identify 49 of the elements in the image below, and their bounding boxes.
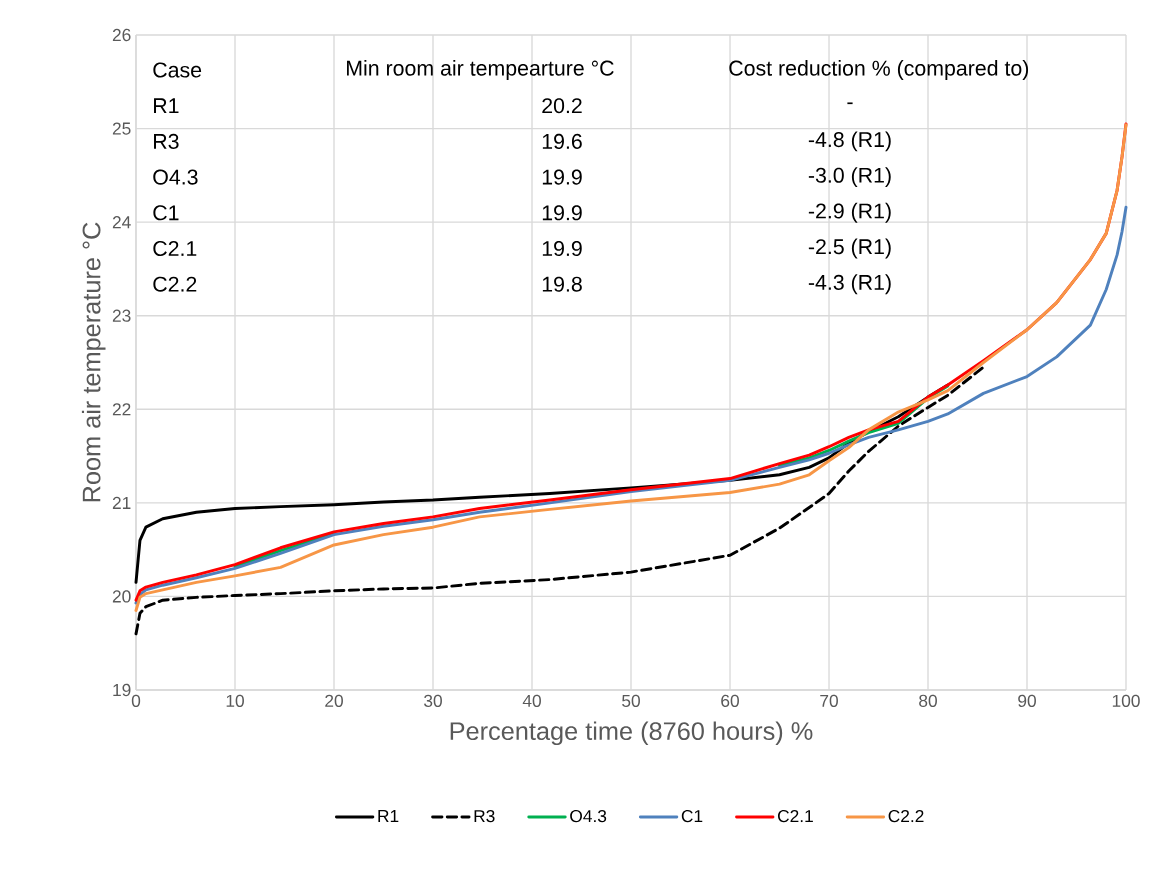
annotation: 19.9 <box>542 240 582 257</box>
x-tick-label: 0 <box>131 694 141 707</box>
legend-label: R1 <box>378 810 399 822</box>
annotation: 19.9 <box>542 169 582 185</box>
y-tick-label: 21 <box>112 496 131 509</box>
y-tick-label: 22 <box>112 403 131 416</box>
y-tick-label: 24 <box>112 216 131 229</box>
x-tick-label: 30 <box>424 694 442 707</box>
x-tick-label: 10 <box>226 694 244 707</box>
line-series <box>134 365 985 636</box>
annotation: C1 <box>153 205 179 221</box>
x-tick-label: 90 <box>1018 694 1036 707</box>
y-tick-label: 25 <box>112 122 131 135</box>
annotation: -3.0 (R1) <box>808 167 891 188</box>
annotation: -4.8 (R1) <box>808 131 891 152</box>
annotation: - <box>847 102 853 105</box>
y-tick-label: 19 <box>113 683 131 697</box>
annotation: R3 <box>154 133 179 149</box>
x-tick-label: 60 <box>721 694 739 707</box>
legend-label: C2.2 <box>888 809 924 823</box>
y-tick-label: 26 <box>112 28 131 42</box>
annotation: R1 <box>154 98 179 114</box>
legend-label: O4.3 <box>570 809 607 823</box>
annotation: 20.2 <box>542 98 582 114</box>
x-tick-label: 80 <box>919 694 937 707</box>
annotation: C2.2 <box>153 276 197 292</box>
x-tick-label: 100 <box>1112 694 1140 707</box>
annotation: -2.5 (R1) <box>808 238 891 259</box>
legend-label: C2.1 <box>778 809 813 823</box>
annotation: Case <box>153 62 202 78</box>
annotation: 19.9 <box>542 205 582 221</box>
annotation: -4.3 (R1) <box>808 274 891 295</box>
y-axis-title: Room air temperature °C <box>81 222 106 502</box>
annotation: O4.3 <box>153 169 198 185</box>
annotation: Min room air tempearture °C <box>347 60 614 80</box>
x-tick-label: 40 <box>522 694 541 707</box>
y-tick-label: 23 <box>112 309 131 322</box>
y-tick-label: 20 <box>112 590 131 603</box>
x-tick-label: 50 <box>622 694 640 707</box>
x-axis-title: Percentage time (8760 hours) % <box>450 721 813 746</box>
annotation: -2.9 (R1) <box>808 202 891 223</box>
annotation: 19.8 <box>542 276 582 292</box>
x-tick-label: 20 <box>325 694 343 707</box>
annotation: C2.1 <box>153 240 197 257</box>
x-tick-label: 70 <box>820 694 838 707</box>
annotation: Cost reduction % (compared to) <box>729 60 1029 80</box>
legend-label: R3 <box>474 809 495 823</box>
legend-label: C1 <box>681 809 703 823</box>
annotation: 19.6 <box>542 133 582 149</box>
